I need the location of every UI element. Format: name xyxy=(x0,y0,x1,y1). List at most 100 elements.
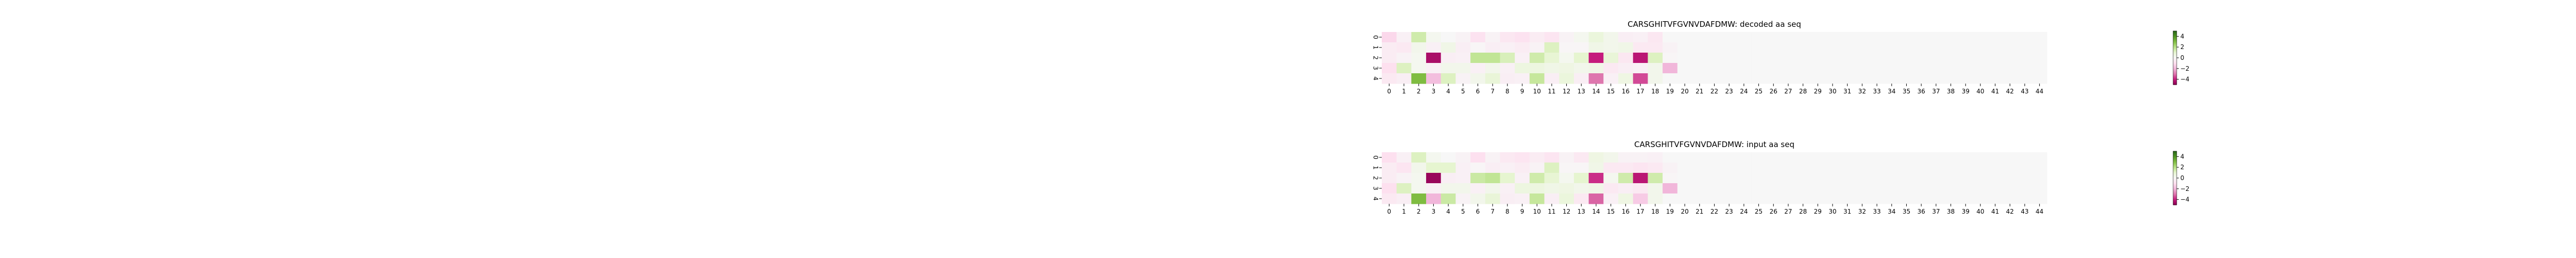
colorbar-segment xyxy=(2173,31,2177,33)
heatmap-cell xyxy=(1825,42,1840,53)
heatmap-cell xyxy=(1884,173,1900,184)
heatmap-cell xyxy=(2032,173,2047,184)
heatmap-cell xyxy=(1943,194,1959,204)
heatmap-cell xyxy=(1988,183,2003,194)
heatmap-cell xyxy=(2032,42,2047,53)
x-tick-label: 34 xyxy=(1888,88,1895,95)
heatmap-cell xyxy=(1692,194,1707,204)
x-tick-label: 29 xyxy=(1814,88,1822,95)
heatmap-panel-input: CARSGHITVFGVNVDAFDMW: input aa seq012340… xyxy=(1372,140,2190,215)
heatmap-cell xyxy=(1677,32,1692,43)
heatmap-cell xyxy=(1588,194,1604,204)
heatmap-cell xyxy=(1721,63,1737,74)
heatmap-cell xyxy=(1455,194,1471,204)
x-tick-label: 11 xyxy=(1548,208,1555,215)
heatmap-cell xyxy=(1485,194,1501,204)
colorbar-segment xyxy=(2173,191,2177,193)
colorbar-segment xyxy=(2173,193,2177,195)
heatmap-cell xyxy=(1382,163,1397,173)
heatmap-cell xyxy=(1455,173,1471,184)
heatmap-cell xyxy=(2002,63,2018,74)
heatmap-cell xyxy=(1559,173,1574,184)
x-tick-label: 5 xyxy=(1461,208,1465,215)
heatmap-cell xyxy=(1721,73,1737,84)
x-tick-label: 40 xyxy=(1976,88,1984,95)
y-tick-label: 0 xyxy=(1372,35,1379,39)
heatmap-cell xyxy=(1988,152,2003,163)
colorbar-segment xyxy=(2173,79,2177,80)
colorbar-segment xyxy=(2173,160,2177,162)
heatmap-cell xyxy=(1485,152,1501,163)
heatmap-cell xyxy=(1795,63,1811,74)
colorbar-segment xyxy=(2173,161,2177,163)
colorbar-segment xyxy=(2173,60,2177,62)
colorbar-segment xyxy=(2173,31,2177,34)
heatmap-cell xyxy=(1559,73,1574,84)
x-tick-label: 38 xyxy=(1947,88,1955,95)
colorbar-segment xyxy=(2173,153,2177,154)
heatmap-cell xyxy=(1751,73,1767,84)
heatmap-cell xyxy=(1988,32,2003,43)
heatmap-cell xyxy=(1382,63,1397,74)
heatmap-cell xyxy=(2002,173,2018,184)
x-tick-label: 25 xyxy=(1755,88,1762,95)
heatmap-cell xyxy=(1884,63,1900,74)
x-tick-label: 12 xyxy=(1563,208,1570,215)
heatmap-cell xyxy=(1825,73,1840,84)
heatmap-cell xyxy=(1973,32,1988,43)
x-tick-label: 15 xyxy=(1607,208,1615,215)
heatmap-cell xyxy=(1707,53,1722,63)
colorbar-segment xyxy=(2173,173,2177,175)
heatmap-cell xyxy=(1899,183,1914,194)
heatmap-cell xyxy=(1840,173,1855,184)
heatmap-cell xyxy=(1958,152,1974,163)
heatmap-cell xyxy=(1973,173,1988,184)
heatmap-cell xyxy=(1544,73,1560,84)
heatmap-cell xyxy=(1943,73,1959,84)
heatmap-cell xyxy=(2032,73,2047,84)
heatmap-cell xyxy=(1603,152,1619,163)
heatmap-cell xyxy=(1721,194,1737,204)
heatmap-cell xyxy=(1544,32,1560,43)
heatmap-cell xyxy=(1382,32,1397,43)
heatmap-cell xyxy=(1440,183,1456,194)
colorbar-segment xyxy=(2173,41,2177,42)
heatmap-cell xyxy=(1810,152,1826,163)
heatmap-cell xyxy=(1751,163,1767,173)
colorbar-tick-label: 4 xyxy=(2180,153,2184,160)
colorbar-segment xyxy=(2173,176,2177,178)
chart-title: CARSGHITVFGVNVDAFDMW: input aa seq xyxy=(1634,140,1794,149)
colorbar-segment xyxy=(2173,35,2177,37)
heatmap-cell xyxy=(1855,173,1870,184)
heatmap-cell xyxy=(1500,173,1515,184)
heatmap-cell xyxy=(1810,73,1826,84)
x-tick-label: 4 xyxy=(1446,208,1450,215)
heatmap-cell xyxy=(1795,173,1811,184)
heatmap-cell xyxy=(1707,42,1722,53)
heatmap-cell xyxy=(2017,42,2032,53)
colorbar-segment xyxy=(2173,187,2177,188)
heatmap-cell xyxy=(1618,53,1634,63)
heatmap-cell xyxy=(1766,63,1782,74)
heatmap-cell xyxy=(1573,152,1589,163)
heatmap-cell xyxy=(1382,73,1397,84)
colorbar-segment xyxy=(2173,184,2177,186)
colorbar-segment xyxy=(2173,199,2177,201)
heatmap-cell xyxy=(1692,32,1707,43)
x-tick-label: 24 xyxy=(1740,88,1748,95)
colorbar-segment xyxy=(2173,198,2177,199)
heatmap-cell xyxy=(1928,194,1944,204)
heatmap-cell xyxy=(1648,42,1663,53)
heatmap-cell xyxy=(1573,163,1589,173)
heatmap-cell xyxy=(1485,53,1501,63)
heatmap-cell xyxy=(1470,152,1486,163)
heatmap-cell xyxy=(1810,53,1826,63)
heatmap-cell xyxy=(1529,194,1545,204)
heatmap-cell xyxy=(1648,152,1663,163)
heatmap-cell xyxy=(1869,194,1885,204)
heatmap-cell xyxy=(2032,152,2047,163)
colorbar-segment xyxy=(2173,164,2177,165)
heatmap-cell xyxy=(1426,73,1442,84)
heatmap-cell xyxy=(1396,194,1412,204)
heatmap-cell xyxy=(1588,42,1604,53)
